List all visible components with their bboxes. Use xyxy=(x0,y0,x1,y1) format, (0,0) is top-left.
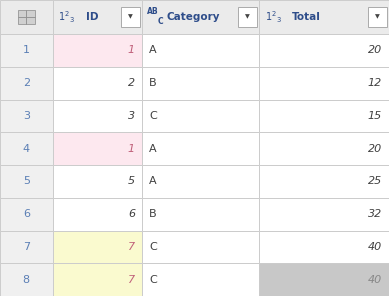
Bar xyxy=(259,34,389,67)
Bar xyxy=(0,34,53,67)
Text: C: C xyxy=(149,111,157,121)
Bar xyxy=(26,10,35,17)
Text: ID: ID xyxy=(86,12,98,22)
Text: 7: 7 xyxy=(128,275,135,285)
Text: AB: AB xyxy=(147,7,158,16)
Text: C: C xyxy=(149,275,157,285)
Text: 12: 12 xyxy=(368,78,382,88)
Bar xyxy=(18,10,26,17)
Text: 3: 3 xyxy=(23,111,30,121)
Bar xyxy=(0,231,53,263)
Text: 6: 6 xyxy=(23,209,30,219)
Text: $\mathit{1}^{\mathit{2}}{}_{\mathit{3}}$: $\mathit{1}^{\mathit{2}}{}_{\mathit{3}}$ xyxy=(265,9,281,25)
Text: ▼: ▼ xyxy=(128,15,133,20)
Bar xyxy=(0,67,53,99)
Bar xyxy=(53,132,142,165)
Bar xyxy=(259,231,389,263)
Text: 7: 7 xyxy=(23,242,30,252)
Text: Category: Category xyxy=(167,12,221,22)
Text: 20: 20 xyxy=(368,45,382,55)
Text: 4: 4 xyxy=(23,144,30,154)
Text: 32: 32 xyxy=(368,209,382,219)
Bar xyxy=(121,7,140,27)
Bar xyxy=(259,0,389,34)
Bar xyxy=(142,132,259,165)
Bar xyxy=(368,7,387,27)
Text: B: B xyxy=(149,78,157,88)
Bar xyxy=(142,99,259,132)
Bar xyxy=(259,198,389,231)
Bar xyxy=(259,132,389,165)
Bar xyxy=(53,99,142,132)
Text: A: A xyxy=(149,176,157,186)
Text: 20: 20 xyxy=(368,144,382,154)
Bar xyxy=(0,0,53,34)
Bar xyxy=(0,99,53,132)
Text: 15: 15 xyxy=(368,111,382,121)
Text: 6: 6 xyxy=(128,209,135,219)
Bar xyxy=(259,67,389,99)
Text: $\mathit{1}^{\mathit{2}}{}_{\mathit{3}}$: $\mathit{1}^{\mathit{2}}{}_{\mathit{3}}$ xyxy=(58,9,75,25)
Text: 3: 3 xyxy=(128,111,135,121)
Text: 2: 2 xyxy=(128,78,135,88)
Bar xyxy=(0,263,53,296)
Bar xyxy=(259,99,389,132)
Bar xyxy=(18,17,26,24)
Text: 40: 40 xyxy=(368,275,382,285)
Bar xyxy=(26,17,35,24)
Text: 8: 8 xyxy=(23,275,30,285)
Bar xyxy=(53,198,142,231)
Bar xyxy=(0,198,53,231)
Text: ▼: ▼ xyxy=(245,15,250,20)
Bar xyxy=(142,67,259,99)
Bar xyxy=(53,231,142,263)
Bar xyxy=(142,231,259,263)
Bar xyxy=(0,165,53,198)
Bar xyxy=(142,198,259,231)
Text: C: C xyxy=(158,17,163,26)
Bar xyxy=(259,263,389,296)
Text: 1: 1 xyxy=(23,45,30,55)
Bar xyxy=(142,263,259,296)
Text: 7: 7 xyxy=(128,242,135,252)
Text: 1: 1 xyxy=(128,45,135,55)
Bar xyxy=(142,34,259,67)
Text: 2: 2 xyxy=(23,78,30,88)
Text: 1: 1 xyxy=(128,144,135,154)
Bar xyxy=(53,34,142,67)
Text: 5: 5 xyxy=(128,176,135,186)
Bar xyxy=(53,263,142,296)
Bar xyxy=(53,165,142,198)
Text: 40: 40 xyxy=(368,242,382,252)
Text: A: A xyxy=(149,45,157,55)
Bar xyxy=(53,67,142,99)
Bar xyxy=(259,165,389,198)
Text: A: A xyxy=(149,144,157,154)
Text: 5: 5 xyxy=(23,176,30,186)
Bar xyxy=(238,7,257,27)
Bar xyxy=(142,165,259,198)
Text: B: B xyxy=(149,209,157,219)
Bar xyxy=(0,132,53,165)
Text: ▼: ▼ xyxy=(375,15,380,20)
Bar xyxy=(142,0,259,34)
Text: Total: Total xyxy=(292,12,321,22)
Text: 25: 25 xyxy=(368,176,382,186)
Bar xyxy=(53,0,142,34)
Text: C: C xyxy=(149,242,157,252)
